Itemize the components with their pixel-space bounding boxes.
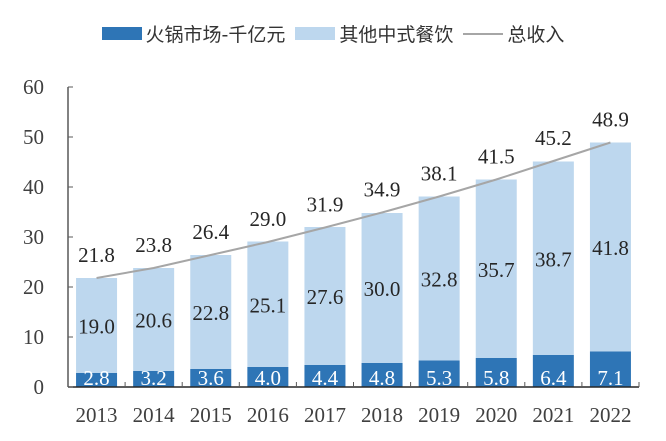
bar-other	[190, 255, 232, 369]
legend-label-hotpot: 火锅市场-千亿元	[145, 24, 286, 46]
data-label-total: 48.9	[592, 108, 629, 132]
data-label-hotpot: 4.4	[312, 366, 339, 390]
legend: 火锅市场-千亿元 其他中式餐饮 总收入	[0, 20, 666, 47]
x-tick-label: 2022	[589, 403, 631, 427]
x-tick-label: 2019	[418, 403, 460, 427]
line-total	[96, 141, 611, 279]
bar-other	[247, 241, 289, 367]
bar-other	[475, 179, 517, 358]
bar-hotpot	[304, 365, 346, 387]
bar-other	[76, 278, 118, 373]
data-label-other: 38.7	[535, 247, 572, 271]
bar-hotpot	[418, 360, 460, 387]
data-label-total: 41.5	[478, 145, 515, 169]
legend-swatch-other	[295, 27, 336, 40]
y-tick-label: 20	[23, 275, 44, 299]
x-tick-label: 2017	[304, 403, 346, 427]
bar-hotpot	[589, 351, 631, 387]
bar-other	[361, 213, 403, 363]
bar-other	[304, 227, 346, 365]
x-tick-label: 2020	[475, 403, 517, 427]
bar-hotpot	[133, 371, 175, 387]
bar-hotpot	[190, 369, 232, 387]
data-label-other: 32.8	[421, 268, 458, 292]
data-label-total: 21.8	[78, 243, 115, 267]
bar-hotpot	[247, 367, 289, 387]
x-tick-label: 2021	[532, 403, 574, 427]
data-label-hotpot: 5.3	[426, 366, 452, 390]
data-label-other: 30.0	[364, 277, 401, 301]
legend-item-other: 其他中式餐饮	[295, 20, 453, 47]
legend-label-total: 总收入	[507, 24, 565, 46]
data-label-other: 41.8	[592, 236, 629, 260]
data-label-total: 31.9	[307, 193, 344, 217]
x-tick-label: 2015	[190, 403, 232, 427]
y-tick-label: 0	[34, 375, 45, 399]
bar-other	[589, 142, 631, 352]
bar-hotpot	[361, 363, 403, 387]
legend-item-total: 总收入	[463, 20, 564, 47]
data-label-total: 34.9	[364, 178, 401, 202]
data-label-other: 25.1	[249, 293, 286, 317]
data-label-hotpot: 5.8	[483, 366, 509, 390]
bar-hotpot	[475, 358, 517, 387]
data-label-total: 23.8	[135, 233, 172, 257]
data-label-hotpot: 4.0	[255, 366, 281, 390]
data-label-other: 27.6	[307, 285, 344, 309]
data-label-hotpot: 2.8	[83, 366, 109, 390]
data-label-hotpot: 6.4	[540, 366, 567, 390]
x-tick-label: 2018	[361, 403, 403, 427]
data-label-total: 26.4	[192, 220, 229, 244]
y-tick-label: 30	[23, 225, 44, 249]
data-label-total: 29.0	[249, 207, 286, 231]
y-tick-label: 10	[23, 325, 44, 349]
legend-swatch-hotpot	[101, 27, 142, 40]
y-tick-label: 60	[23, 75, 44, 99]
data-label-hotpot: 3.6	[198, 366, 224, 390]
data-label-other: 35.7	[478, 258, 515, 282]
x-tick-label: 2014	[133, 403, 176, 427]
data-label-total: 38.1	[421, 162, 458, 186]
data-label-other: 19.0	[78, 315, 115, 339]
bar-other	[532, 161, 574, 355]
data-label-hotpot: 4.8	[369, 366, 395, 390]
x-tick-label: 2016	[247, 403, 289, 427]
bar-other	[418, 196, 460, 361]
data-label-other: 20.6	[135, 309, 172, 333]
y-tick-label: 40	[23, 175, 44, 199]
x-tick-label: 2013	[76, 403, 118, 427]
legend-item-hotpot: 火锅市场-千亿元	[101, 20, 286, 47]
data-label-hotpot: 3.2	[141, 366, 167, 390]
y-tick-label: 50	[23, 125, 44, 149]
data-label-hotpot: 7.1	[597, 366, 623, 390]
bar-hotpot	[76, 373, 118, 387]
bar-other	[133, 268, 175, 371]
data-label-other: 22.8	[192, 301, 229, 325]
data-label-total: 45.2	[535, 126, 572, 150]
bar-hotpot	[532, 355, 574, 387]
legend-swatch-total	[463, 32, 504, 35]
legend-label-other: 其他中式餐饮	[339, 24, 454, 46]
